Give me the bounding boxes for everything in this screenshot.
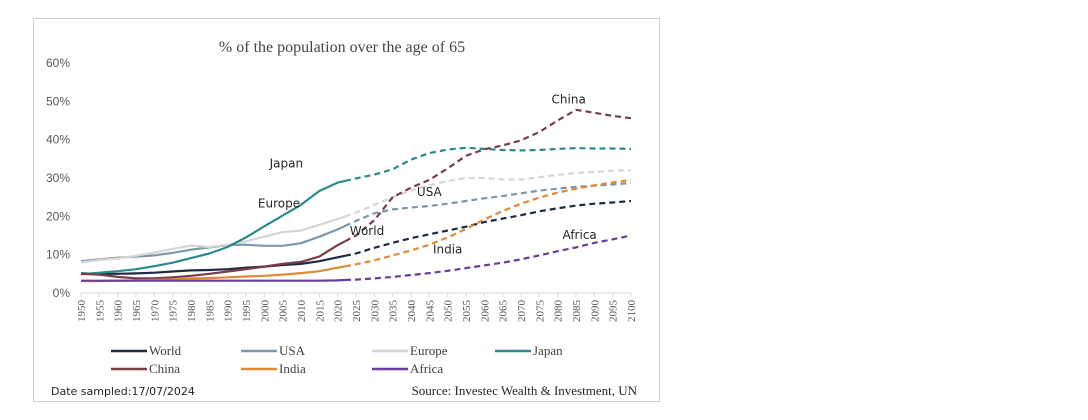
legend-label-world: World [149,343,182,358]
series-usa-historical [80,225,346,263]
x-tick-label: 2025 [351,300,363,323]
x-tick-label: 2045 [424,300,436,323]
series-europe-historical [80,215,346,264]
x-tick-label: 1980 [186,300,198,323]
chart-title: % of the population over the age of 65 [219,39,465,56]
legend-label-africa: Africa [410,361,443,376]
x-tick-label: 2100 [626,300,638,323]
series-world-historical [80,254,346,275]
series-world-projection [344,199,632,257]
y-tick-label: 0% [53,286,71,300]
source-note: Source: Investec Wealth & Investment, UN [412,383,638,398]
series-china-projection [344,108,632,243]
legend-label-china: China [149,361,180,376]
x-tick-label: 2040 [406,300,418,323]
series-japan-projection [344,146,632,182]
chart-frame: % of the population over the age of 65 0… [33,18,660,402]
legend-label-europe: Europe [410,343,448,358]
series-india-projection [344,178,632,268]
annotation-india: India [433,243,462,257]
x-tick-label: 1960 [113,300,125,323]
y-tick-label: 10% [46,248,70,262]
x-tick-label: 2080 [553,300,565,323]
y-tick-label: 50% [46,94,70,108]
x-tick-label: 2015 [314,300,326,323]
annotation-usa: USA [417,185,443,199]
x-tick-label: 2070 [516,300,528,323]
x-tick-label: 1965 [131,300,143,323]
series-lines [80,108,632,283]
x-tick-label: 2030 [369,300,381,323]
series-africa-projection [344,234,632,282]
series-annotations: World USA Europe Japan China India Africa [258,92,597,256]
x-tick-label: 2085 [571,300,583,323]
x-tick-label: 2055 [461,300,473,323]
x-tick-label: 2065 [498,300,510,323]
y-tick-label: 30% [46,171,70,185]
x-tick-label: 1995 [241,300,253,323]
x-tick-label: 2000 [259,300,271,323]
x-tick-label: 2035 [388,300,400,323]
series-japan-historical [80,179,346,276]
y-axis: 0% 10% 20% 30% 40% 50% 60% [46,56,70,300]
x-tick-label: 1985 [204,300,216,323]
legend-label-usa: USA [279,343,306,358]
legend: World USA Europe Japan China India Africa [111,343,563,376]
x-tick-label: 2095 [608,300,620,323]
y-tick-label: 20% [46,209,70,223]
x-tick-label: 1955 [94,300,106,323]
annotation-europe: Europe [258,197,300,211]
legend-label-japan: Japan [533,343,563,358]
x-tick-label: 2075 [534,300,546,323]
line-chart: % of the population over the age of 65 0… [46,39,638,398]
annotation-africa: Africa [563,228,597,242]
x-tick-label: 1990 [223,300,235,323]
series-usa-projection [344,181,632,227]
annotation-japan: Japan [269,157,303,171]
y-tick-label: 60% [46,56,70,70]
legend-label-india: India [279,361,306,376]
series-africa-historical [81,278,346,282]
x-axis: 1950 1955 1960 1965 1970 1975 1980 1985 1990 1995… [76,293,638,322]
x-tick-label: 2010 [296,300,308,323]
x-tick-label: 2020 [333,300,345,323]
annotation-world: World [350,224,384,238]
y-tick-label: 40% [46,133,70,147]
x-tick-label: 2060 [479,300,491,323]
date-sampled-note: Date sampled:17/07/2024 [51,385,195,398]
x-tick-label: 1975 [168,300,180,323]
x-tick-label: 2005 [278,300,290,323]
x-tick-label: 2090 [589,300,601,323]
x-tick-label: 1970 [149,300,161,323]
series-europe-projection [344,169,632,218]
x-tick-label: 1950 [76,300,88,323]
x-tick-label: 2050 [443,300,455,323]
series-china-historical [80,240,346,280]
annotation-china: China [552,92,586,106]
